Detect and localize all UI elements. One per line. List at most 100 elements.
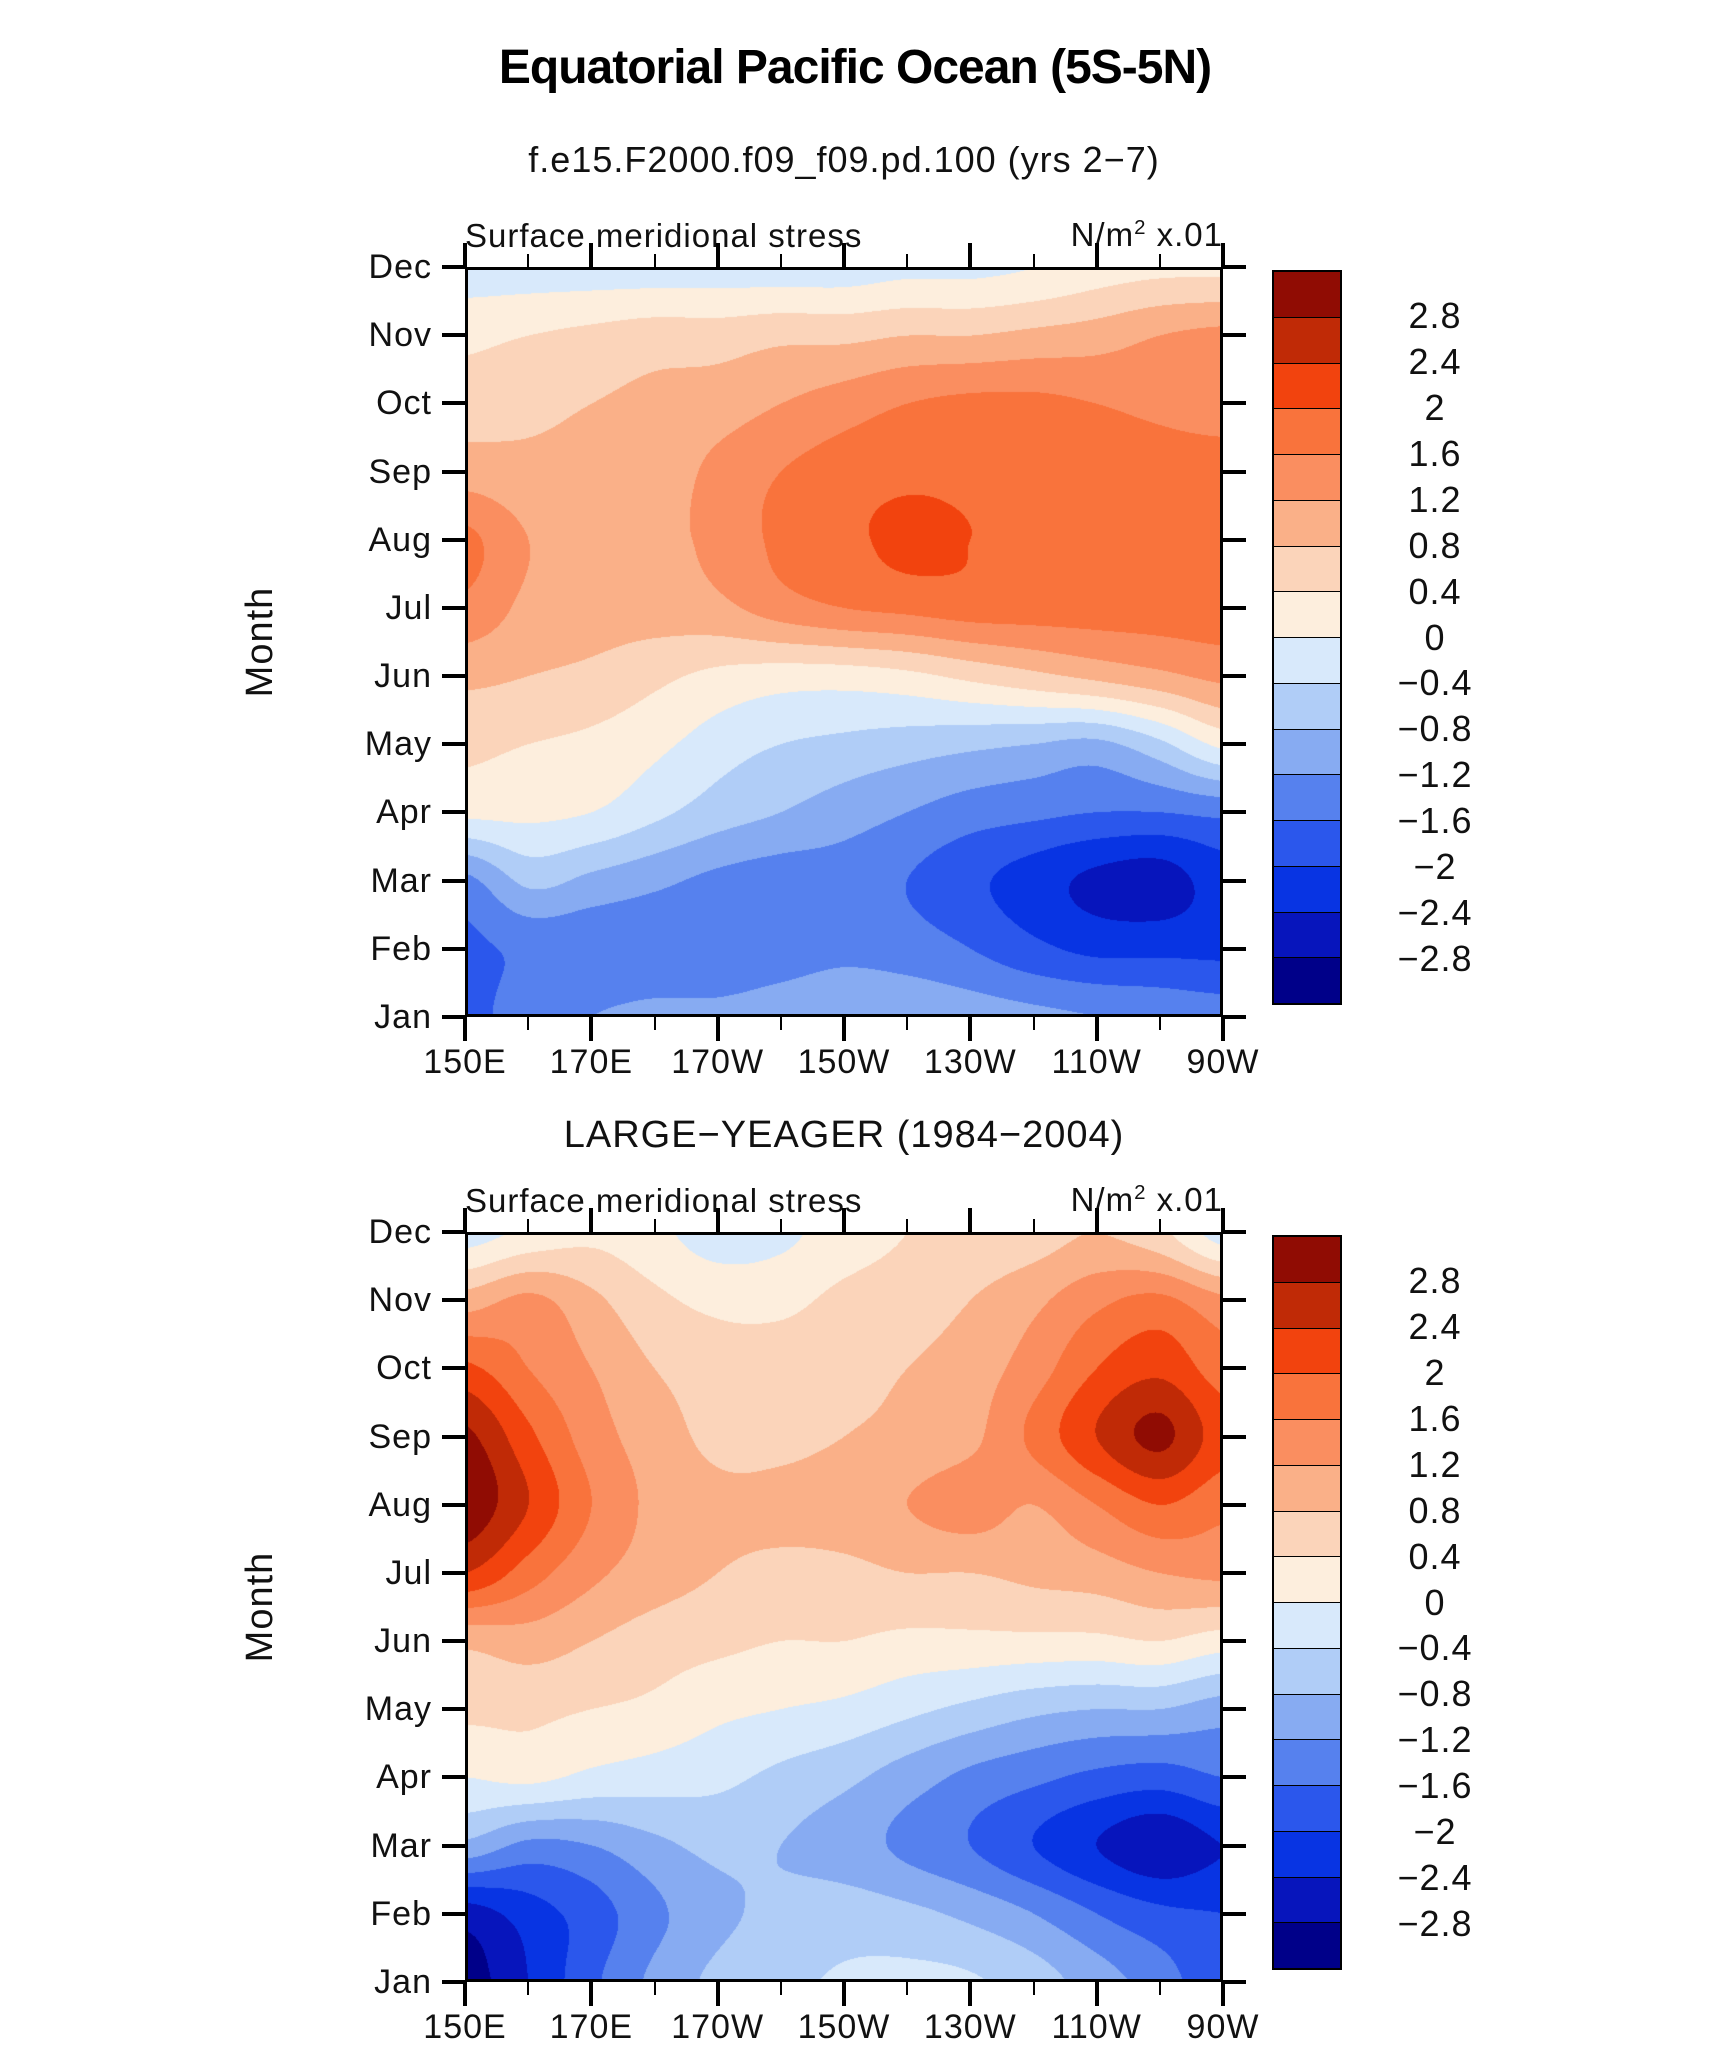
colorbar-tick-label: −2.8 xyxy=(1397,938,1473,980)
y-tick-label: Jun xyxy=(374,657,432,696)
y-axis-tick xyxy=(442,1775,465,1780)
contour-plot-obs-canvas xyxy=(465,1232,1223,1982)
colorbar-cell xyxy=(1274,637,1340,683)
colorbar-tick-label: 0 xyxy=(1424,616,1446,658)
colorbar-tick-label: −0.8 xyxy=(1397,708,1473,750)
x-tick-label: 150W xyxy=(797,2008,891,2046)
panel1-y-axis-title: Month xyxy=(239,586,281,698)
y-axis-tick xyxy=(442,1843,465,1848)
units-suffix: x.01 xyxy=(1146,1181,1223,1218)
y-axis-tick xyxy=(1223,401,1246,406)
y-axis-tick xyxy=(442,469,465,474)
x-axis-tick xyxy=(968,1208,973,1232)
x-axis-tick xyxy=(779,1219,782,1232)
x-axis-tick xyxy=(1158,1219,1161,1232)
colorbar-cell xyxy=(1274,499,1340,546)
x-tick-label: 150E xyxy=(423,2008,507,2046)
x-axis-tick xyxy=(463,1982,467,2006)
x-axis-tick xyxy=(527,1017,530,1030)
x-axis-tick xyxy=(715,243,720,267)
x-axis-tick xyxy=(589,1208,594,1232)
x-tick-label: 110W xyxy=(1051,2008,1142,2046)
y-tick-label: Nov xyxy=(368,316,432,355)
x-axis-tick xyxy=(842,1208,846,1232)
panel1-units-label: N/m2 x.01 xyxy=(903,208,1223,253)
plot1-frame xyxy=(465,267,1223,1017)
y-axis-tick xyxy=(442,674,465,679)
y-axis-tick xyxy=(1223,1775,1246,1780)
y-axis-tick xyxy=(1223,333,1246,338)
y-tick-label: Dec xyxy=(368,1213,432,1251)
colorbar-cell xyxy=(1274,1876,1340,1923)
colorbar-tick-label: −1.6 xyxy=(1397,1765,1473,1807)
x-tick-label: 170E xyxy=(549,2008,634,2046)
x-axis-tick xyxy=(463,243,467,267)
y-axis-tick xyxy=(1223,1015,1246,1019)
y-axis-tick xyxy=(442,1366,465,1371)
y-axis-tick xyxy=(442,1298,465,1303)
y-axis-tick xyxy=(442,1015,465,1019)
colorbar-tick-label: −0.4 xyxy=(1397,1627,1473,1669)
panel2-variable-label: Surface meridional stress xyxy=(465,1182,863,1219)
panel2-units-label: N/m2 x.01 xyxy=(903,1173,1223,1218)
x-tick-label: 90W xyxy=(1186,2008,1260,2046)
colorbar-cell xyxy=(1274,1556,1340,1602)
colorbar-cell xyxy=(1274,545,1340,592)
y-axis-tick xyxy=(1223,605,1246,610)
y-axis-tick xyxy=(1223,1980,1246,1984)
y-tick-label: May xyxy=(364,725,432,764)
x-axis-tick xyxy=(463,1017,467,1041)
x-axis-tick xyxy=(653,1017,656,1030)
y-tick-label: Nov xyxy=(368,1281,432,1320)
colorbar-tick-label: −0.8 xyxy=(1397,1673,1473,1715)
y-axis-tick xyxy=(1223,1366,1246,1371)
x-axis-tick xyxy=(1158,1982,1161,1995)
x-axis-tick xyxy=(1221,1017,1225,1041)
units-base: N/m xyxy=(1070,216,1135,253)
x-axis-tick xyxy=(653,254,656,267)
colorbar-tick-label: −2 xyxy=(1413,1811,1457,1853)
y-tick-label: Apr xyxy=(376,793,432,832)
y-axis-tick xyxy=(1223,1707,1246,1712)
x-axis-tick xyxy=(1158,1017,1161,1030)
colorbar-cell xyxy=(1274,774,1340,820)
y-axis-tick xyxy=(1223,1434,1246,1439)
y-tick-label: Jun xyxy=(374,1622,432,1661)
panel1-variable-label: Surface meridional stress xyxy=(465,217,863,254)
plot2-frame xyxy=(465,1232,1223,1982)
colorbar-cell xyxy=(1274,1419,1340,1465)
x-axis-tick xyxy=(715,1208,720,1232)
x-axis-tick xyxy=(1032,254,1035,267)
colorbar-tick-label: −0.4 xyxy=(1397,662,1473,704)
x-tick-label: 90W xyxy=(1186,1043,1260,1081)
y-axis-tick xyxy=(442,401,465,406)
colorbar-tick-label: 2 xyxy=(1424,1351,1446,1393)
colorbar-cell xyxy=(1274,957,1340,1003)
x-tick-label: 110W xyxy=(1051,1043,1142,1081)
units-suffix: x.01 xyxy=(1146,216,1223,253)
colorbar-cell xyxy=(1274,1693,1340,1740)
x-axis-tick xyxy=(589,243,594,267)
y-axis-tick xyxy=(1223,1230,1246,1234)
x-axis-tick xyxy=(463,1208,467,1232)
colorbar-tick-label: −1.2 xyxy=(1397,1719,1473,1761)
colorbar-tick-label: 2.8 xyxy=(1408,1259,1462,1301)
y-tick-label: Aug xyxy=(368,1485,432,1524)
colorbar-cell xyxy=(1274,911,1340,958)
y-axis-tick xyxy=(1223,878,1246,883)
colorbar-tick-label: 2.4 xyxy=(1408,340,1462,382)
x-axis-tick xyxy=(1094,1017,1099,1041)
colorbar-cell xyxy=(1274,682,1340,729)
x-axis-tick xyxy=(653,1982,656,1995)
colorbar-tick-label: 0.8 xyxy=(1408,1489,1462,1531)
x-axis-tick xyxy=(906,254,909,267)
x-tick-label: 170E xyxy=(549,1043,634,1081)
x-axis-tick xyxy=(1032,1219,1035,1232)
colorbar-tick-label: 2 xyxy=(1424,386,1446,428)
colorbar-cell xyxy=(1274,865,1340,912)
y-tick-label: Oct xyxy=(376,1349,432,1388)
y-tick-label: Jan xyxy=(374,998,432,1036)
x-axis-tick xyxy=(906,1982,909,1995)
x-axis-tick xyxy=(779,1982,782,1995)
colorbar-tick-label: 0.4 xyxy=(1408,570,1462,612)
